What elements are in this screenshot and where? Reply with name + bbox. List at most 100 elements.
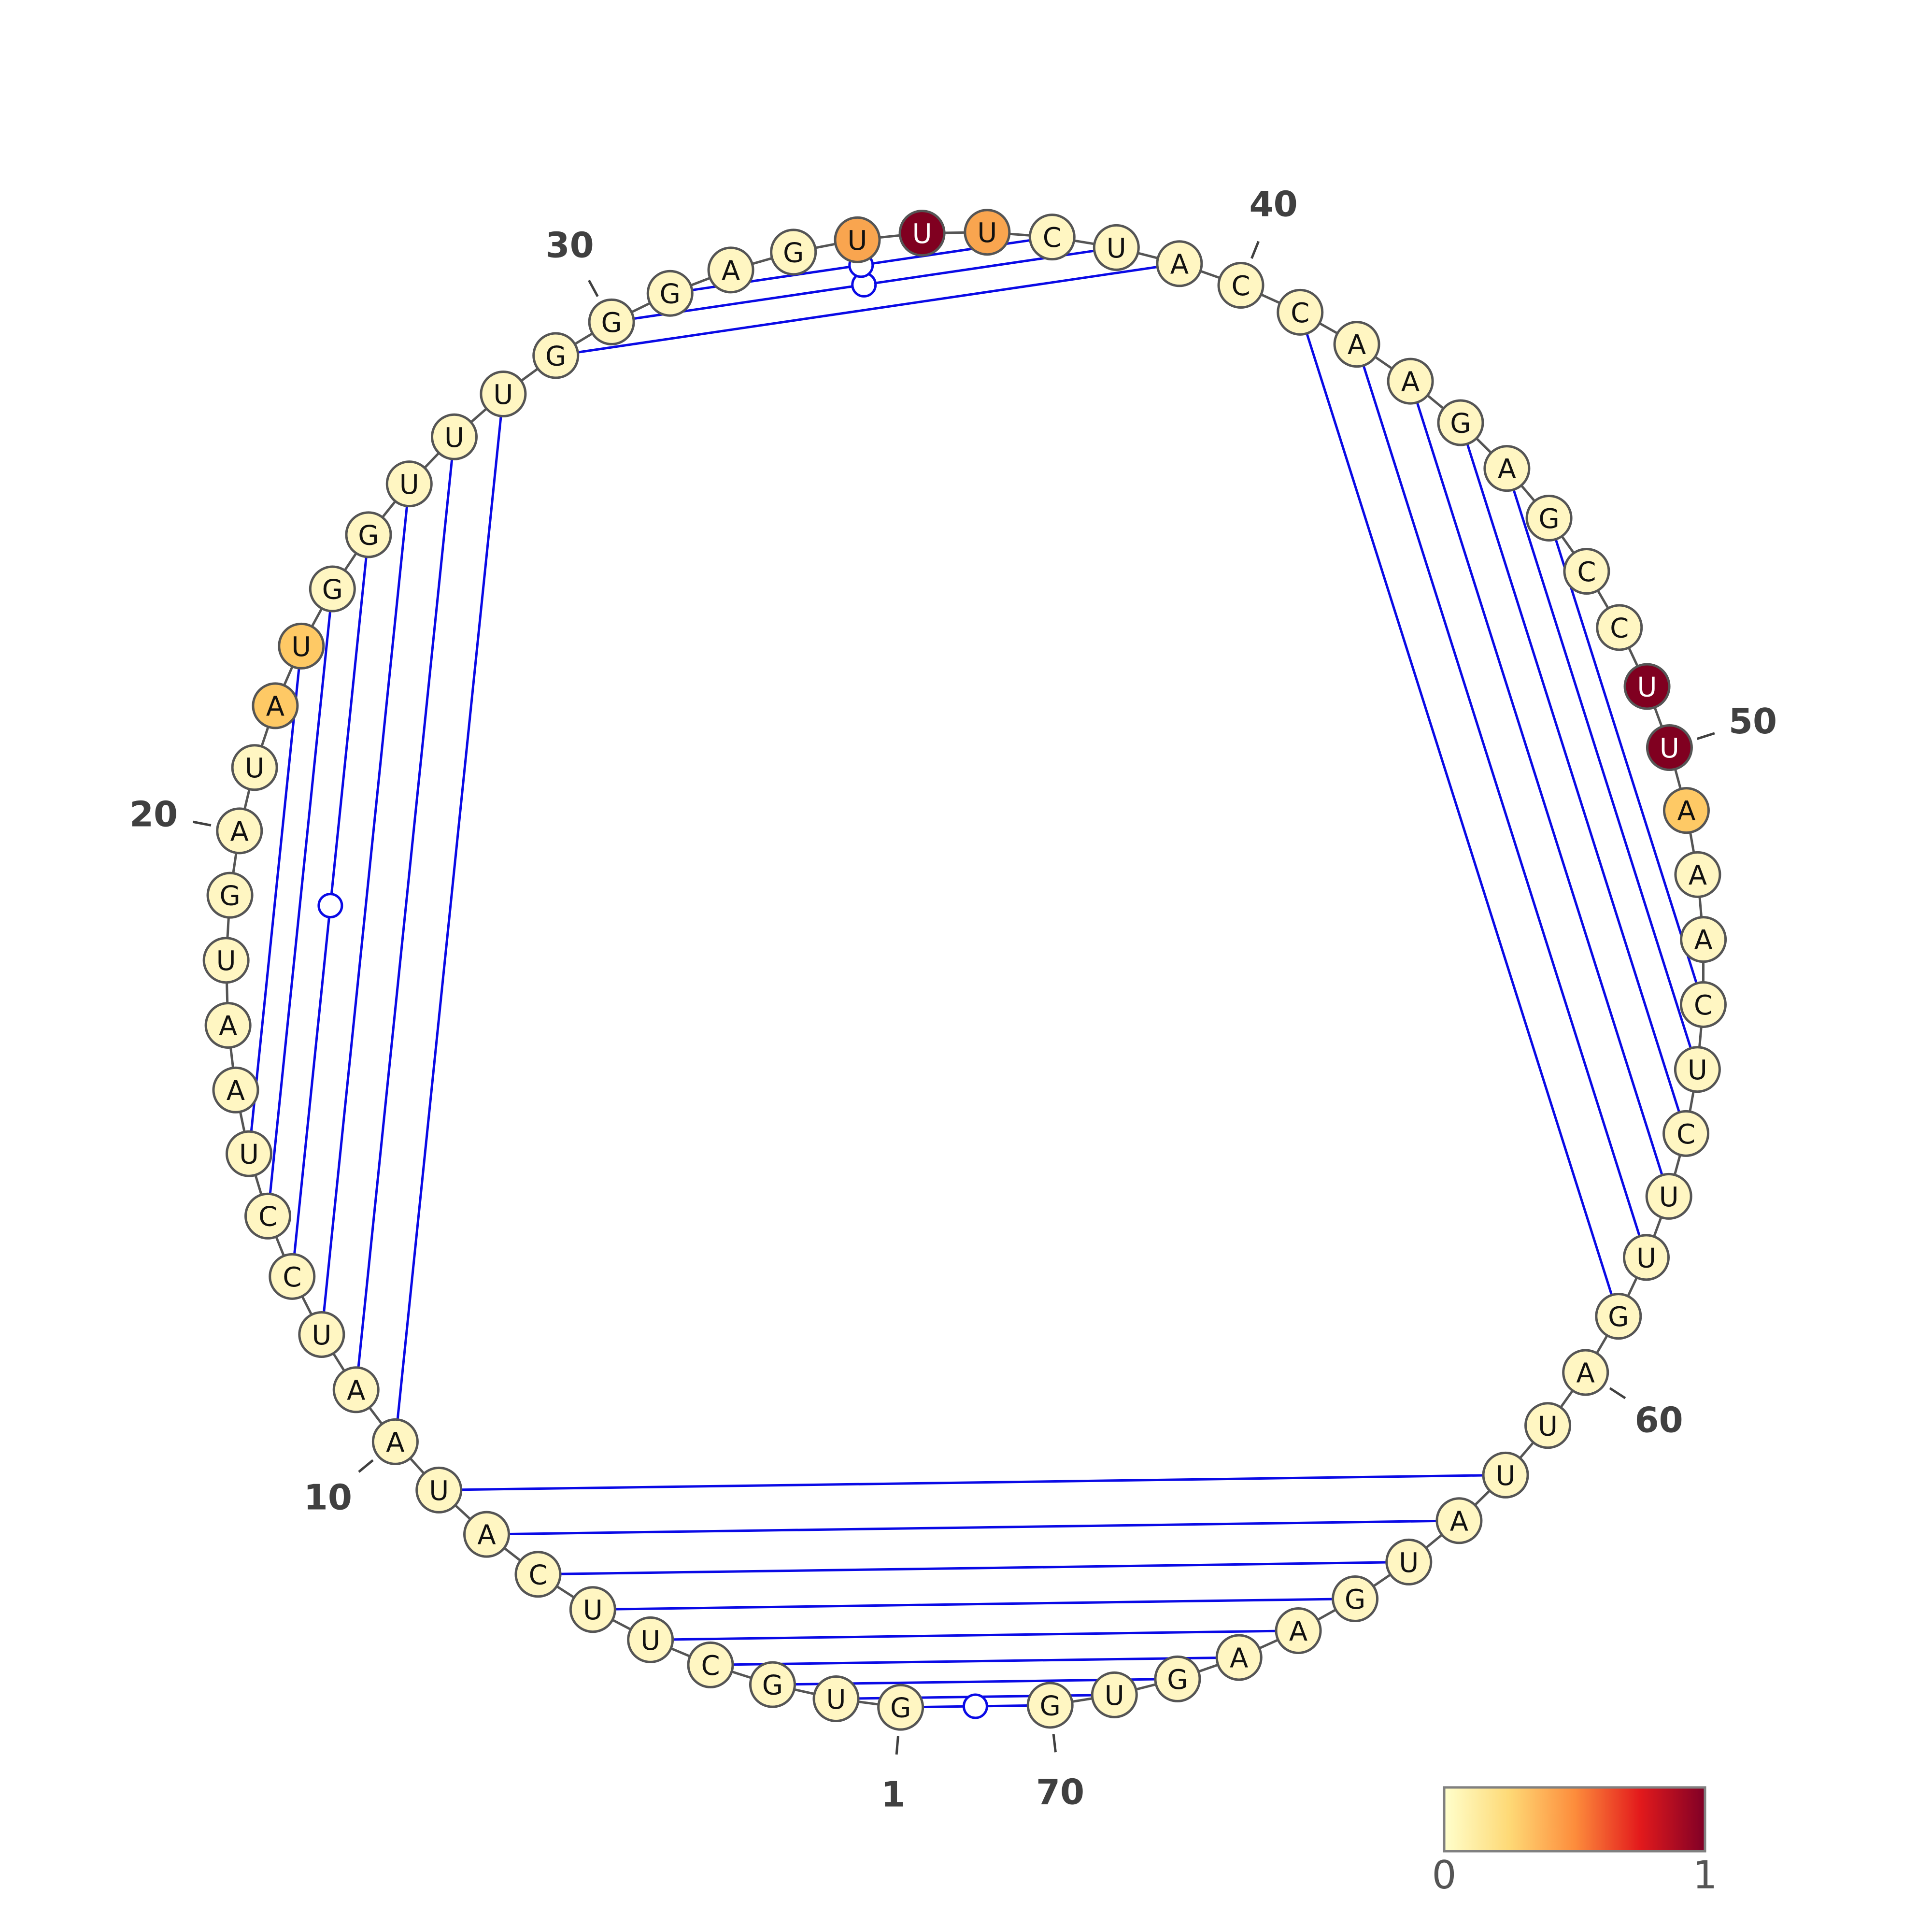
nucleotide-62: U: [1482, 1451, 1529, 1499]
nucleotide-letter: A: [1498, 454, 1516, 485]
nucleotide-40: C: [1217, 262, 1264, 309]
nucleotide-circle: [385, 460, 433, 508]
nucleotide-18: U: [202, 937, 250, 984]
nucleotide-circle: [231, 744, 278, 791]
nucleotide-circle: [687, 1641, 734, 1688]
nucleotide-2: U: [812, 1675, 860, 1723]
nucleotide-circle: [1332, 1575, 1379, 1623]
nucleotide-circle: [532, 332, 580, 379]
nucleotide-letter: A: [219, 1011, 237, 1042]
nucleotide-25: G: [345, 511, 392, 558]
nucleotide-letter: A: [1348, 329, 1366, 361]
nucleotide-15: U: [225, 1130, 272, 1177]
nucleotide-letter: C: [1610, 613, 1629, 644]
index-tick-60: [1609, 1387, 1626, 1400]
index-tick-70: [1052, 1734, 1057, 1753]
nucleotide-circle: [812, 1675, 860, 1723]
nucleotide-circle: [1679, 981, 1727, 1028]
nucleotide-letter: U: [291, 631, 311, 663]
base-pair-46-54: [1548, 517, 1705, 1005]
nucleotide-letter: U: [826, 1684, 846, 1715]
nucleotide-circle: [415, 1466, 463, 1514]
nucleotide-35: U: [898, 210, 946, 257]
nucleotide-44: G: [1437, 399, 1484, 446]
nucleotide-20: A: [216, 807, 263, 855]
colorbar-max-label: 1: [1693, 1853, 1718, 1898]
nucleotide-letter: U: [1659, 1182, 1679, 1213]
nucleotide-48: C: [1596, 604, 1643, 651]
nucleotide-circle: [1645, 1172, 1692, 1220]
nucleotide-circle: [1026, 1682, 1074, 1729]
nucleotide-56: C: [1662, 1110, 1710, 1157]
nucleotide-letter: G: [358, 520, 379, 551]
nucleotide-letter: U: [399, 469, 419, 500]
nucleotide-letter: C: [1694, 990, 1713, 1021]
nucleotide-circle: [430, 413, 478, 460]
nucleotide-letter: U: [1660, 733, 1679, 764]
nucleotide-letter: U: [640, 1625, 660, 1657]
nucleotide-4: C: [687, 1641, 734, 1688]
nucleotide-49: U: [1623, 663, 1671, 710]
nucleotide-letter: U: [245, 753, 265, 784]
nucleotide-12: U: [298, 1311, 345, 1358]
nucleotide-65: G: [1332, 1575, 1379, 1623]
nucleotide-50: U: [1646, 724, 1693, 771]
nucleotide-letter: A: [1677, 796, 1695, 827]
nucleotide-letter: G: [762, 1670, 783, 1701]
nucleotide-circle: [252, 682, 299, 729]
nucleotide-letter: U: [1105, 1680, 1124, 1712]
nucleotide-14: C: [244, 1192, 292, 1240]
nucleotide-36: U: [964, 209, 1011, 256]
nucleotide-circle: [1028, 214, 1076, 261]
colorbar-gradient: [1443, 1786, 1706, 1853]
nucleotide-circle: [1622, 1234, 1670, 1281]
nucleotide-letter: C: [528, 1559, 547, 1591]
nucleotide-letter: G: [219, 881, 240, 912]
base-pair-6-65: [593, 1598, 1355, 1611]
nucleotide-letter: U: [1637, 671, 1657, 703]
index-label-40: 40: [1249, 184, 1297, 225]
nucleotide-39: A: [1156, 240, 1203, 287]
nucleotide-letter: C: [1291, 298, 1309, 329]
nucleotide-34: U: [834, 216, 881, 263]
nucleotide-letter: A: [1289, 1616, 1307, 1647]
nucleotide-letter: U: [1636, 1242, 1656, 1274]
nucleotide-circle: [1662, 1110, 1710, 1157]
nucleotide-circle: [1595, 1293, 1642, 1340]
base-pair-11-27: [355, 437, 455, 1390]
nucleotide-51: A: [1662, 787, 1710, 834]
nucleotide-letter: U: [1496, 1460, 1516, 1492]
backbone-path: [225, 231, 1705, 1709]
nucleotide-6: U: [569, 1586, 616, 1633]
index-label-70: 70: [1036, 1772, 1084, 1813]
nucleotide-letter: A: [722, 255, 740, 286]
nucleotide-circle: [514, 1551, 562, 1598]
backbone: [225, 231, 1705, 1709]
nucleotide-42: A: [1333, 321, 1380, 368]
nucleotide-circle: [204, 1001, 252, 1049]
wobble-pair-marker-13-25: [317, 893, 343, 919]
nucleotide-circle: [244, 1192, 292, 1240]
nucleotide-letter: A: [266, 691, 284, 722]
base-pair-12-26: [320, 484, 411, 1335]
index-tick-1: [895, 1736, 899, 1755]
base-pair-42-58: [1355, 343, 1648, 1258]
nucleotide-circle: [1333, 321, 1380, 368]
nucleotide-17: A: [204, 1001, 252, 1049]
nucleotide-circle: [202, 937, 250, 984]
nucleotide-24: G: [309, 565, 356, 613]
nucleotide-47: C: [1563, 547, 1610, 595]
nucleotide-letter: G: [890, 1693, 911, 1724]
nucleotide-circle: [770, 229, 817, 276]
nucleotide-circle: [834, 216, 881, 263]
nucleotide-circle: [1091, 1671, 1138, 1718]
nucleotide-letter: U: [216, 945, 236, 977]
nucleotide-3: G: [749, 1661, 796, 1708]
nucleotide-letter: A: [1694, 925, 1712, 956]
nucleotide-letter: U: [1107, 233, 1126, 264]
nucleotide-letter: G: [1039, 1690, 1060, 1722]
index-label-20: 20: [129, 794, 178, 834]
nucleotide-letter: G: [1608, 1301, 1629, 1333]
nucleotide-letter: A: [230, 816, 249, 847]
nucleotide-circle: [1217, 262, 1264, 309]
